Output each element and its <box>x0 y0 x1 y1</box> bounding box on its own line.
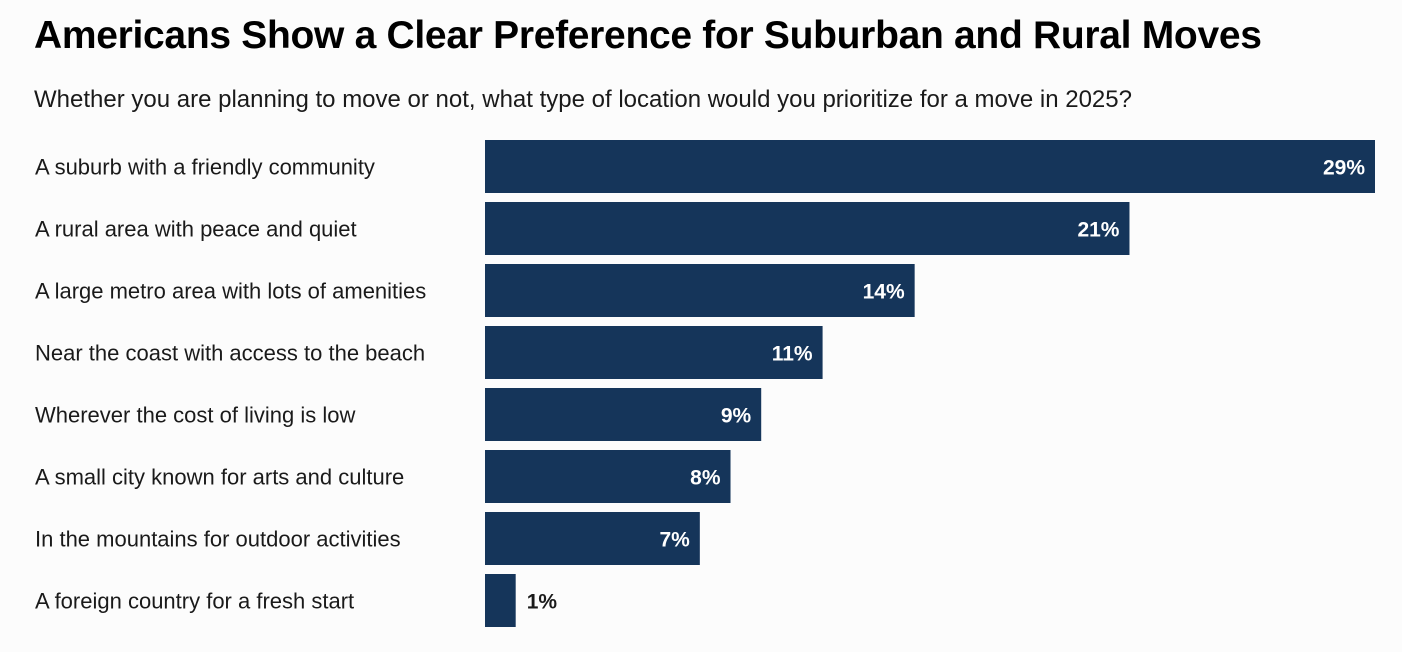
category-label: In the mountains for outdoor activities <box>35 527 401 552</box>
data-label: 9% <box>721 405 752 428</box>
bar <box>485 388 762 441</box>
bar <box>485 450 731 503</box>
bar <box>485 326 823 379</box>
data-label: 14% <box>863 281 905 304</box>
chart-title: Americans Show a Clear Preference for Su… <box>34 14 1262 57</box>
bar <box>485 264 915 317</box>
category-label: Wherever the cost of living is low <box>35 403 355 428</box>
category-label: A small city known for arts and culture <box>35 465 404 490</box>
bar <box>485 512 700 565</box>
bar <box>485 140 1375 193</box>
bar <box>485 202 1130 255</box>
data-label: 29% <box>1323 157 1365 180</box>
category-label: A rural area with peace and quiet <box>35 217 357 242</box>
category-label: A large metro area with lots of amenitie… <box>35 279 426 304</box>
data-label: 11% <box>772 343 813 366</box>
data-label: 21% <box>1077 219 1119 242</box>
category-label: A foreign country for a fresh start <box>35 589 354 614</box>
data-label: 1% <box>527 591 558 614</box>
data-label: 8% <box>690 467 721 490</box>
data-label: 7% <box>659 529 690 552</box>
category-label: A suburb with a friendly community <box>35 155 375 180</box>
chart-subtitle: Whether you are planning to move or not,… <box>34 86 1132 113</box>
category-label: Near the coast with access to the beach <box>35 341 425 366</box>
bar <box>485 574 516 627</box>
